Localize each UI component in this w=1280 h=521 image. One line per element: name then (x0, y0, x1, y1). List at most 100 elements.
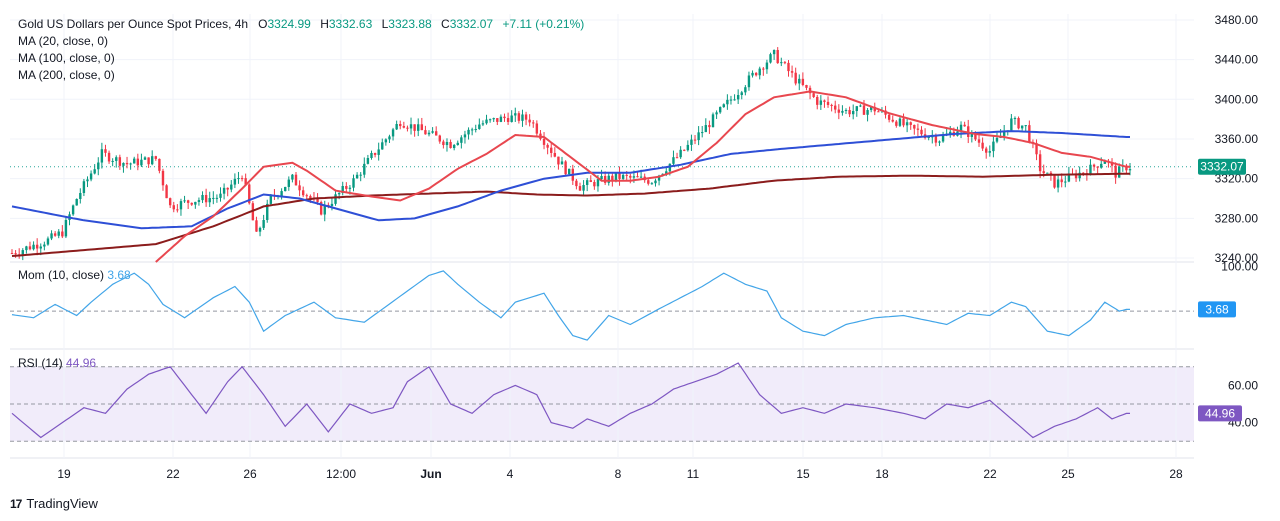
candle-body (611, 175, 614, 181)
candle-body (974, 132, 977, 140)
candle-body (1042, 171, 1045, 174)
candle-body (988, 151, 992, 153)
candle-body (330, 203, 334, 207)
candle-body (43, 244, 46, 247)
ma20-line (155, 90, 1130, 263)
tradingview-name: TradingView (26, 496, 98, 511)
candle-body (21, 250, 24, 255)
candle-body (970, 132, 974, 137)
candle-body (161, 170, 165, 186)
momentum-line (11, 270, 1130, 341)
candle-body (334, 194, 337, 204)
candle-body (787, 62, 790, 72)
candle-body (754, 72, 758, 76)
candle-body (233, 178, 237, 185)
rsi-line (11, 362, 1130, 439)
candle-body (801, 78, 805, 85)
rsi-tick-label: 60.00 (1228, 378, 1258, 392)
candle-body (363, 163, 366, 175)
candle-body (406, 127, 409, 129)
candle-body (992, 141, 995, 152)
candle-body (762, 68, 765, 70)
candle-body (194, 201, 197, 205)
candle-body (614, 172, 618, 181)
candle-body (686, 144, 690, 151)
candle-body (902, 118, 905, 126)
candle-body (503, 116, 506, 119)
candle-body (524, 114, 528, 120)
candle-body (650, 183, 654, 185)
ma20-legend[interactable]: MA (20, close, 0) (18, 34, 109, 48)
candle-body (546, 144, 549, 148)
time-tick-label: 22 (166, 467, 180, 481)
candle-body (136, 158, 140, 166)
candle-body (133, 158, 136, 164)
tradingview-brand[interactable]: 17 TradingView (10, 496, 98, 511)
candle-body (237, 178, 240, 180)
candle-body (718, 107, 722, 113)
candle-body (204, 194, 208, 203)
rsi-legend-value: 44.96 (66, 356, 97, 370)
ma200-legend[interactable]: MA (200, close, 0) (18, 68, 115, 82)
candle-body (366, 157, 370, 164)
time-tick-label: 8 (615, 467, 622, 481)
candle-body (287, 179, 291, 187)
candle-body (891, 119, 894, 122)
candle-body (736, 95, 740, 100)
candle-body (866, 110, 869, 115)
candle-body (794, 72, 797, 84)
candle-body (481, 123, 485, 125)
candle-body (305, 195, 308, 197)
candle-body (129, 163, 132, 165)
candle-body (568, 168, 571, 175)
candle-body (140, 159, 143, 166)
candle-body (869, 106, 873, 111)
candle-body (118, 157, 122, 166)
candle-body (53, 233, 57, 236)
candle-body (438, 135, 441, 142)
candle-body (348, 187, 352, 189)
candle-body (301, 190, 305, 196)
candle-body (373, 152, 377, 155)
candle-body (442, 141, 445, 146)
candle-body (981, 142, 984, 149)
candle-body (377, 149, 380, 155)
candle-body (657, 175, 661, 181)
candle-body (147, 157, 150, 165)
candlestick-series (10, 47, 1132, 261)
candle-body (222, 187, 226, 194)
candle-body (859, 105, 862, 107)
candle-body (596, 179, 600, 187)
candle-body (384, 139, 388, 143)
candle-body (841, 110, 844, 113)
candle-body (1125, 165, 1128, 171)
mom-label: Mom (10, close) (18, 268, 105, 282)
candle-body (905, 122, 909, 126)
candle-body (593, 181, 596, 187)
time-axis[interactable]: 19 22 26 12:00 Jun 4 8 11 15 18 22 25 28 (57, 467, 1183, 481)
candle-body (837, 109, 841, 113)
candle-body (215, 197, 219, 199)
rsi-band-lines (10, 366, 1194, 442)
price-axis[interactable]: 3480.00 3440.00 3400.00 3360.00 3320.00 3280.… (1215, 13, 1259, 430)
ma100-legend[interactable]: MA (100, close, 0) (18, 51, 115, 65)
candle-body (478, 124, 481, 130)
candle-body (97, 162, 100, 170)
candle-body (230, 184, 233, 190)
last-price-value: 3332.07 (1200, 160, 1244, 174)
candle-body (826, 101, 830, 105)
candle-body (600, 176, 603, 180)
candle-body (154, 156, 157, 159)
candle-body (887, 114, 891, 120)
price-tick-label: 3280.00 (1215, 211, 1259, 225)
candle-body (122, 162, 125, 166)
candle-body (532, 122, 535, 124)
candle-body (654, 180, 657, 184)
rsi-legend[interactable]: RSI (14) 44.96 (18, 356, 96, 370)
candle-body (355, 174, 359, 179)
mom-tick-label: 100.00 (1221, 259, 1258, 273)
candle-body (758, 68, 761, 76)
mom-legend[interactable]: Mom (10, close) 3.68 (18, 268, 131, 282)
candle-body (1060, 179, 1063, 183)
